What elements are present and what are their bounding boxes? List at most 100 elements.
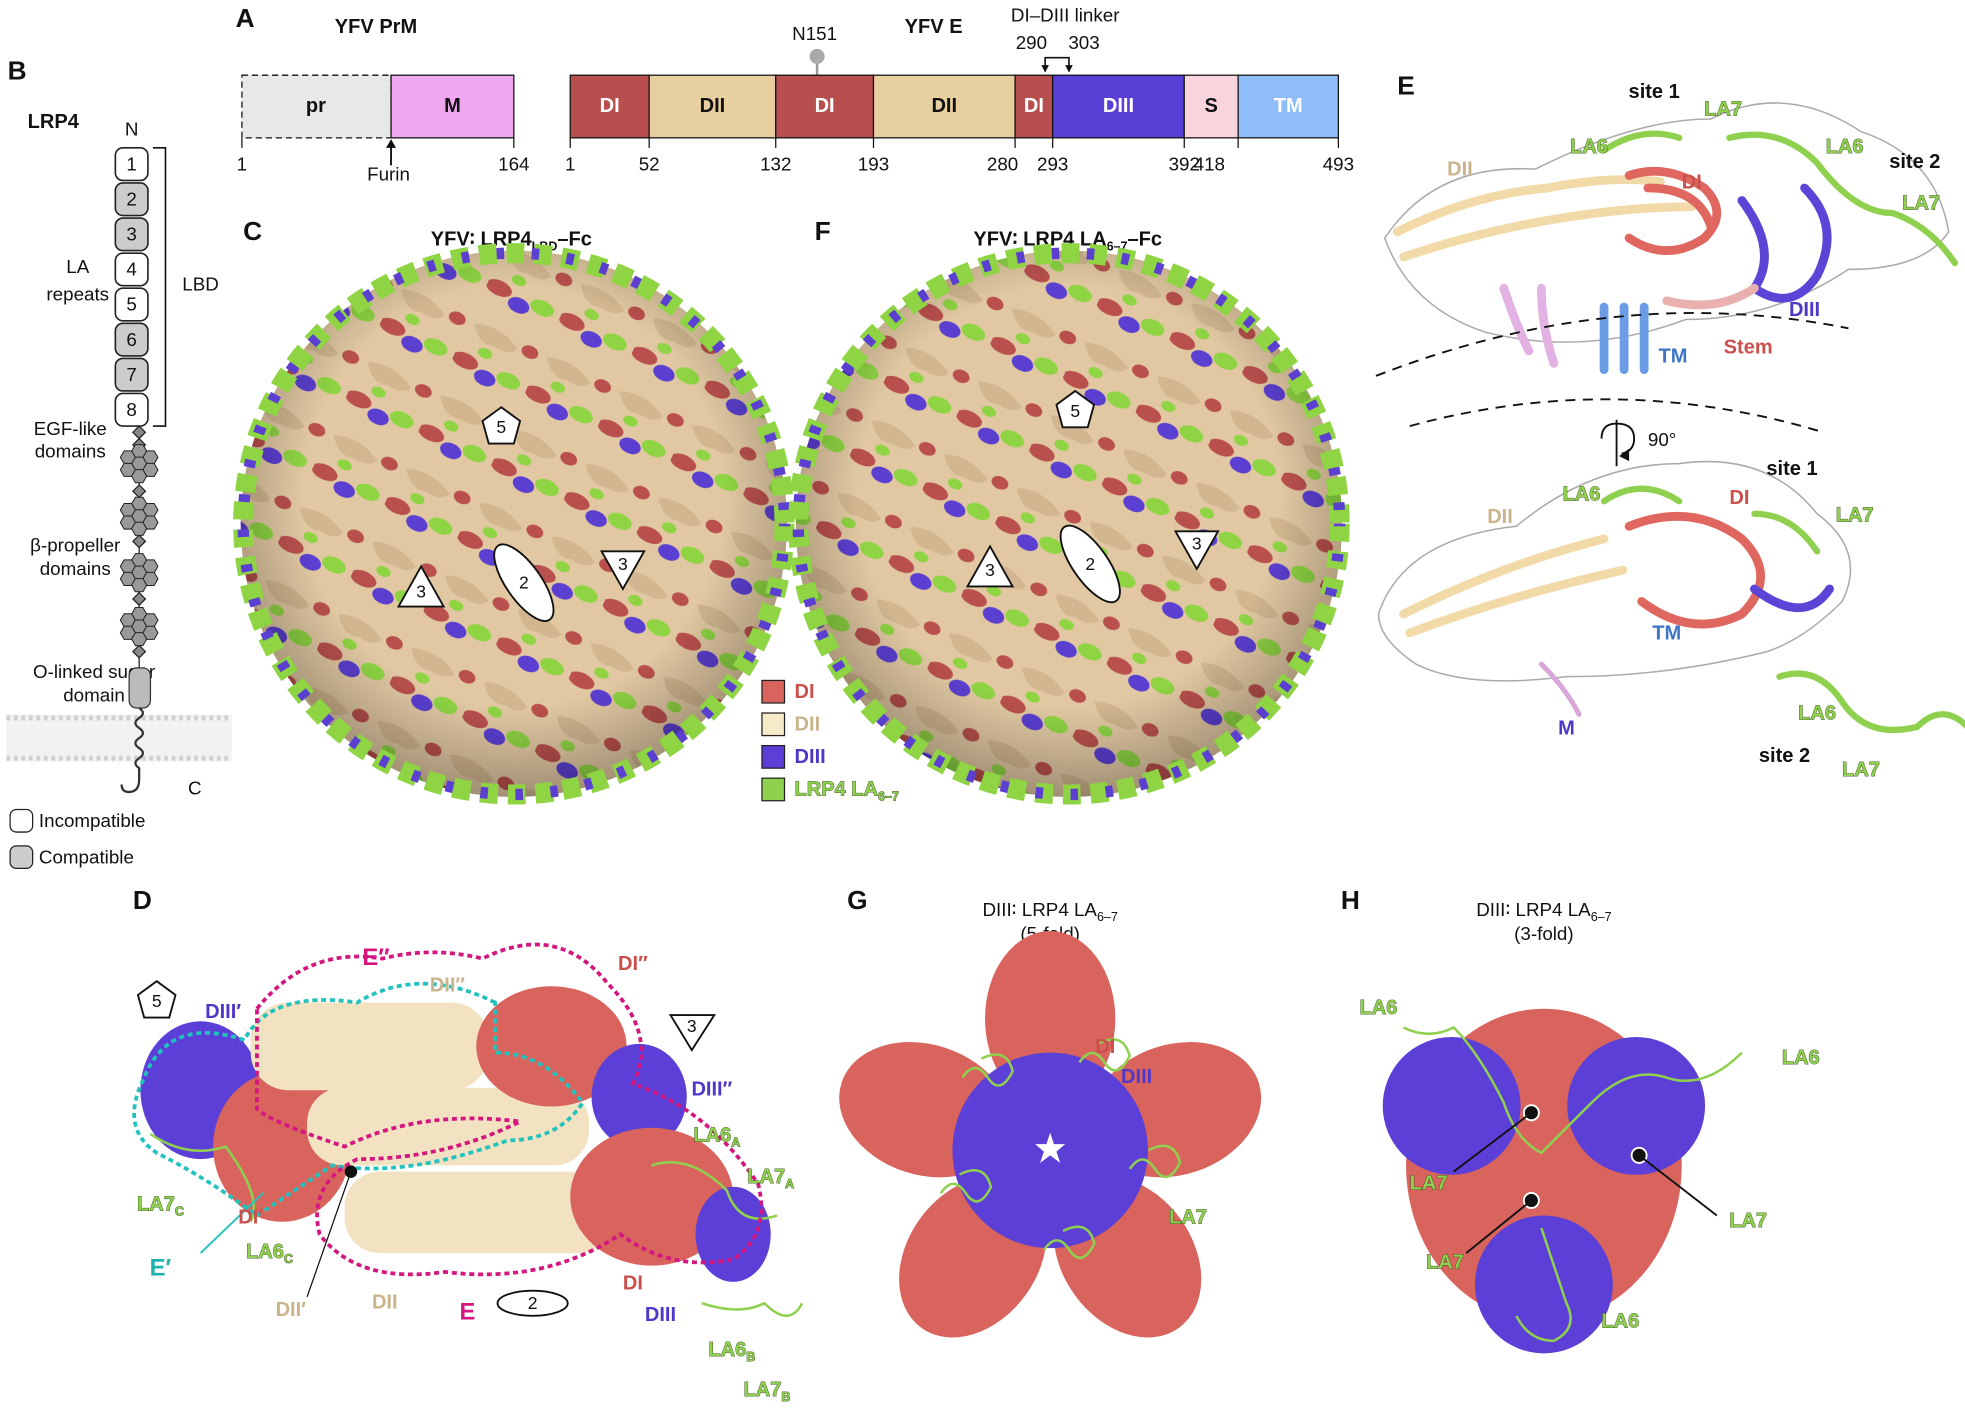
sugar-label: domain [63,685,125,706]
e-structure-top [1383,102,1959,375]
label: LA6 [1563,483,1601,505]
h-structure: LA6 LA6 LA7 LA7 LA7 LA6 [1359,997,1820,1354]
repeats-label: LA [66,256,89,277]
label: DI [1095,1036,1115,1058]
legend-swatch [9,845,34,870]
symmetry: 2 [528,1293,538,1313]
shape-polygon [396,564,446,608]
shape-circle [795,250,1343,797]
shape-path [132,981,586,1218]
label: LA7 [1169,1206,1207,1228]
label-sub: A [785,1177,794,1191]
position: 1 [565,153,575,174]
egf-domain [132,534,147,549]
la-repeat [114,322,149,357]
segment-label: DII [931,95,957,117]
position: 52 [639,153,660,174]
shape-path [1499,283,1559,368]
repeat-number: 2 [126,188,136,209]
shape-path [1399,534,1628,638]
shape-ellipse [476,986,627,1107]
shape-path [1409,398,1824,434]
sugar-label: O-linked sugar [33,661,155,682]
glycan-label: N151 [792,23,837,44]
shape-tspan: DIII∶ LRP4 LA [982,899,1097,920]
h-title: (3-fold) [1514,923,1574,944]
label: LA6 [1601,1310,1639,1332]
panel-label: A [236,3,255,33]
egf-domain [132,425,147,440]
shape-path [149,1133,804,1318]
position: 392 [1169,153,1200,174]
shape-tspan: 6–7 [1591,910,1612,924]
shape-path [1750,584,1834,613]
legend-text: Compatible [39,846,134,867]
shape-ellipse [570,1127,734,1266]
propeller-label: β-propeller [30,534,120,555]
position: 132 [760,153,791,174]
propeller-blade [131,521,148,536]
position: 193 [858,153,889,174]
label: LA7 [1410,1172,1448,1194]
label: DII′ [276,1299,307,1321]
position: 1 [237,153,247,174]
e-segment [872,74,1016,139]
label: LA6B [708,1339,755,1364]
e-segment [1183,74,1239,139]
shape-circle [237,247,791,801]
label: M [1558,718,1575,740]
membrane [6,714,232,762]
shape-path [1399,202,1697,262]
label: DI″ [618,953,648,975]
label: DIII [645,1304,676,1326]
label: E′ [150,1255,172,1282]
label-sub: C [175,1205,184,1219]
label: LA6 [1798,703,1836,725]
shape-path [1643,183,1715,230]
segment-label: pr [306,95,326,117]
shape-polygon [481,406,522,445]
label: DI′ [238,1206,263,1228]
label: LA6 [1570,136,1608,158]
label-main: LRP4 LA [795,779,878,801]
segment-label: DI [600,95,620,117]
shape-ellipse [591,1043,687,1150]
symmetry: 5 [152,991,162,1011]
label: DIII [795,746,826,768]
label: DI [795,681,815,703]
label: LA6 [1826,136,1864,158]
shape-polygon [668,1014,717,1052]
label: DII″ [430,974,466,996]
la-repeat [114,147,149,182]
legend: DI DII DIII LRP4 LA6–7 [761,679,899,804]
shape-path [1044,56,1070,72]
repeat-number: 6 [126,329,136,350]
repeat-number: 4 [126,259,136,280]
d-surface [132,942,804,1318]
panel-label: F [815,216,831,246]
rotation-label: 90° [1648,429,1676,450]
shape-path [1375,312,1849,377]
label: DIII′ [205,1001,241,1023]
shape-path [152,147,167,427]
shape-tspan: DIII∶ LRP4 LA [1476,899,1591,920]
pointer-lines [1453,1112,1718,1254]
la-repeat [114,357,149,392]
shape-path [1624,166,1722,255]
label: LA7 [1426,1251,1464,1273]
shape-path [1392,175,1665,237]
segment-label: DI [815,95,835,117]
e-structure-bottom [1377,460,1965,733]
virion [788,243,1350,805]
symmetry: 5 [1070,401,1080,421]
label-main: DII [795,714,821,736]
repeats-label: repeats [46,284,109,305]
label: TM [1658,345,1687,367]
e-title: YFV E [905,16,963,38]
n-term: N [125,118,139,139]
label: DI [623,1273,643,1295]
legend-text: Incompatible [39,810,146,831]
legend-swatch [761,679,786,704]
